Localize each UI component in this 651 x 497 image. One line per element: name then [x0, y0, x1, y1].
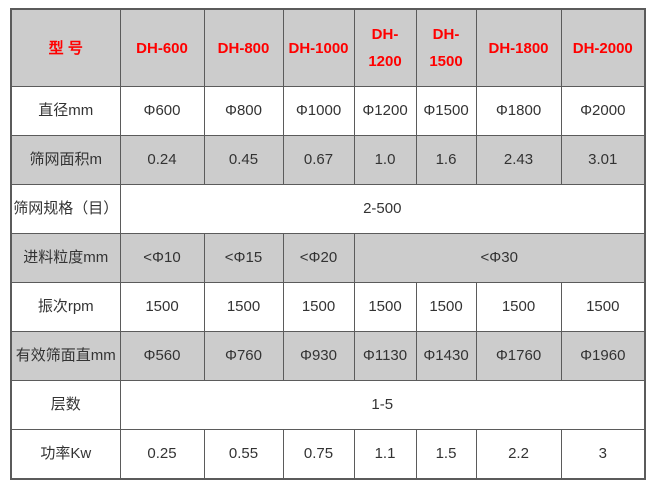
spec-value: Φ1130: [353, 331, 417, 381]
header-cell-dh-1000: DH-1000: [282, 8, 355, 87]
spec-value: Φ1960: [560, 331, 646, 381]
spec-value: 0.45: [203, 135, 284, 185]
row-effective-diameter: 有效筛面直mm Φ560 Φ760 Φ930 Φ1130 Φ1430 Φ1760…: [10, 331, 646, 381]
row-power: 功率Kw 0.25 0.55 0.75 1.1 1.5 2.2 3: [10, 429, 646, 480]
spec-value: Φ1200: [353, 86, 417, 136]
header-cell-dh-1500: DH-1500: [415, 8, 477, 87]
row-label: 功率Kw: [10, 429, 121, 480]
spec-value: 1.0: [353, 135, 417, 185]
row-layers: 层数 1-5: [10, 380, 646, 430]
row-label: 筛网规格（目）: [10, 184, 121, 234]
spec-value: 1500: [353, 282, 417, 332]
header-row: 型 号 DH-600 DH-800 DH-1000 DH-1200 DH-150…: [10, 8, 646, 87]
row-vibration: 振次rpm 1500 1500 1500 1500 1500 1500 1500: [10, 282, 646, 332]
spec-value: Φ1760: [475, 331, 562, 381]
spec-value: 1.6: [415, 135, 477, 185]
spec-value: 1.1: [353, 429, 417, 480]
spec-value: Φ800: [203, 86, 284, 136]
spec-value: Φ560: [119, 331, 205, 381]
spec-value: 2.43: [475, 135, 562, 185]
spec-value: 1500: [203, 282, 284, 332]
spec-value-span: <Φ30: [353, 233, 646, 283]
row-label: 进料粒度mm: [10, 233, 121, 283]
spec-table: 型 号 DH-600 DH-800 DH-1000 DH-1200 DH-150…: [10, 8, 646, 480]
row-mesh-spec: 筛网规格（目） 2-500: [10, 184, 646, 234]
spec-value: Φ1800: [475, 86, 562, 136]
row-feed-size: 进料粒度mm <Φ10 <Φ15 <Φ20 <Φ30: [10, 233, 646, 283]
spec-value: 1500: [560, 282, 646, 332]
spec-value: 0.24: [119, 135, 205, 185]
row-label: 层数: [10, 380, 121, 430]
spec-value: 1500: [475, 282, 562, 332]
spec-value: Φ2000: [560, 86, 646, 136]
header-cell-dh-2000: DH-2000: [560, 8, 646, 87]
spec-value: 1500: [415, 282, 477, 332]
header-cell-dh-800: DH-800: [203, 8, 284, 87]
spec-value: Φ600: [119, 86, 205, 136]
spec-value: Φ930: [282, 331, 355, 381]
spec-value: Φ1000: [282, 86, 355, 136]
row-label: 直径mm: [10, 86, 121, 136]
spec-value: <Φ20: [282, 233, 355, 283]
header-cell-model: 型 号: [10, 8, 121, 87]
spec-value: 1500: [119, 282, 205, 332]
spec-value-span: 1-5: [119, 380, 646, 430]
spec-value: <Φ10: [119, 233, 205, 283]
spec-value: 1500: [282, 282, 355, 332]
spec-value: 3.01: [560, 135, 646, 185]
spec-value: 0.55: [203, 429, 284, 480]
spec-value: 1.5: [415, 429, 477, 480]
row-label: 有效筛面直mm: [10, 331, 121, 381]
spec-value: 3: [560, 429, 646, 480]
spec-value: Φ1430: [415, 331, 477, 381]
spec-value: Φ1500: [415, 86, 477, 136]
row-screen-area: 筛网面积m 0.24 0.45 0.67 1.0 1.6 2.43 3.01: [10, 135, 646, 185]
header-cell-dh-1800: DH-1800: [475, 8, 562, 87]
spec-value: Φ760: [203, 331, 284, 381]
spec-value: 0.25: [119, 429, 205, 480]
header-cell-dh-1200: DH-1200: [353, 8, 417, 87]
spec-value: 2.2: [475, 429, 562, 480]
row-diameter: 直径mm Φ600 Φ800 Φ1000 Φ1200 Φ1500 Φ1800 Φ…: [10, 86, 646, 136]
spec-value: 0.67: [282, 135, 355, 185]
row-label: 筛网面积m: [10, 135, 121, 185]
spec-value: <Φ15: [203, 233, 284, 283]
spec-value: 0.75: [282, 429, 355, 480]
header-cell-dh-600: DH-600: [119, 8, 205, 87]
row-label: 振次rpm: [10, 282, 121, 332]
spec-value-span: 2-500: [119, 184, 646, 234]
